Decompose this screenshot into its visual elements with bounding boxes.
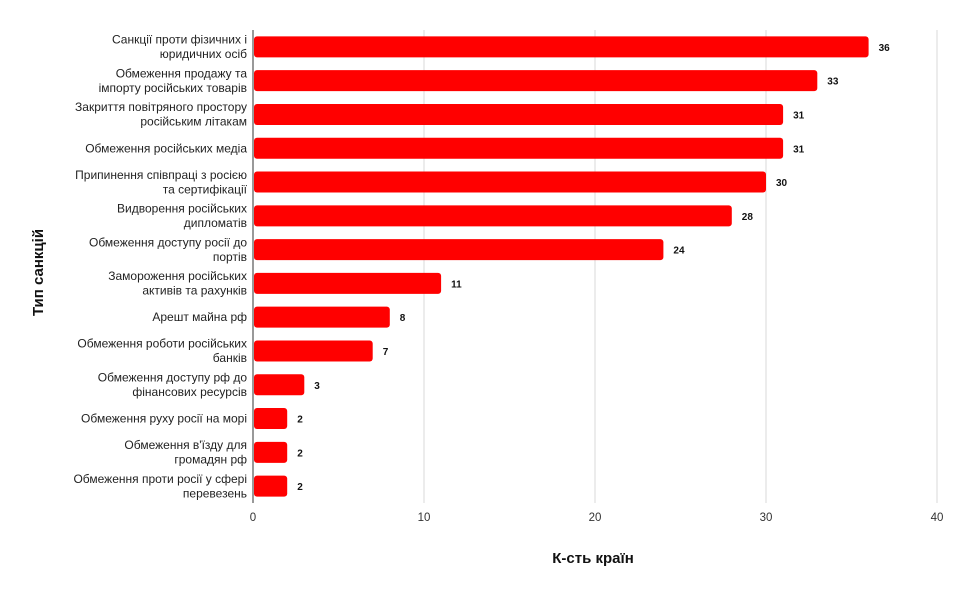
data-label: 30 xyxy=(776,178,788,189)
bar xyxy=(254,272,442,294)
data-label: 31 xyxy=(793,144,805,155)
data-label: 33 xyxy=(827,77,839,88)
data-labels: 36 33 31 31 30 28 24 11 8 7 3 2 2 2 xyxy=(297,43,890,493)
bar xyxy=(254,171,766,193)
x-axis-title: К-сть країн xyxy=(552,550,634,567)
data-label: 2 xyxy=(297,415,303,426)
x-tick-label: 40 xyxy=(931,512,944,524)
data-label: 8 xyxy=(400,313,406,324)
category-label: Припинення співпраці з росією та сертифік… xyxy=(75,168,247,197)
data-label: 31 xyxy=(793,110,805,121)
data-label: 24 xyxy=(673,246,685,257)
category-label: Обмеження продажу та імпорту російських т… xyxy=(99,66,248,95)
y-axis-title: Тип санкцій xyxy=(30,229,47,316)
data-label: 36 xyxy=(879,43,891,54)
x-tick-label: 30 xyxy=(760,512,773,524)
data-label: 7 xyxy=(383,347,389,358)
category-label: Замороження російських активів та рахункі… xyxy=(108,269,247,298)
x-tick-label: 0 xyxy=(250,512,256,524)
bar xyxy=(254,340,373,362)
bar xyxy=(254,441,288,463)
category-label: Обмеження російських медіа xyxy=(85,141,247,155)
category-label: Арешт майна рф xyxy=(152,310,247,324)
category-label: Обмеження проти росії у сфері перевезень xyxy=(73,472,247,501)
bar xyxy=(254,239,664,261)
bars xyxy=(254,36,869,497)
data-label: 11 xyxy=(451,279,462,290)
data-label: 28 xyxy=(742,212,754,223)
category-label: Обмеження руху росії на морі xyxy=(81,412,247,426)
category-label: Видворення російських дипломатів xyxy=(117,202,247,231)
bar xyxy=(254,103,784,125)
bar xyxy=(254,70,818,92)
bar xyxy=(254,205,732,227)
category-label: Обмеження роботи російських банків xyxy=(77,337,247,366)
x-tick-label: 20 xyxy=(589,512,602,524)
category-label: Закриття повітряного простору російським … xyxy=(75,100,247,129)
category-label: Обмеження доступу рф до фінансових ресурс… xyxy=(98,371,248,400)
bar xyxy=(254,306,390,328)
bar xyxy=(254,475,288,497)
x-tick-labels: 0 10 20 30 40 xyxy=(250,512,944,524)
data-label: 2 xyxy=(297,448,303,459)
category-label: Обмеження в'їзду для громадян рф xyxy=(124,438,247,467)
category-label: Обмеження доступу росії до портів xyxy=(89,235,247,264)
gridlines xyxy=(423,30,938,503)
category-label: Санкції проти фізичних і юридичних осіб xyxy=(112,33,247,62)
data-label: 2 xyxy=(297,482,303,493)
x-tick-label: 10 xyxy=(418,512,431,524)
bar xyxy=(254,36,869,58)
category-labels: Санкції проти фізичних і юридичних осіб Об… xyxy=(73,33,247,501)
bar xyxy=(254,408,288,430)
bar xyxy=(254,137,784,159)
data-label: 3 xyxy=(314,381,320,392)
bar xyxy=(254,374,305,396)
